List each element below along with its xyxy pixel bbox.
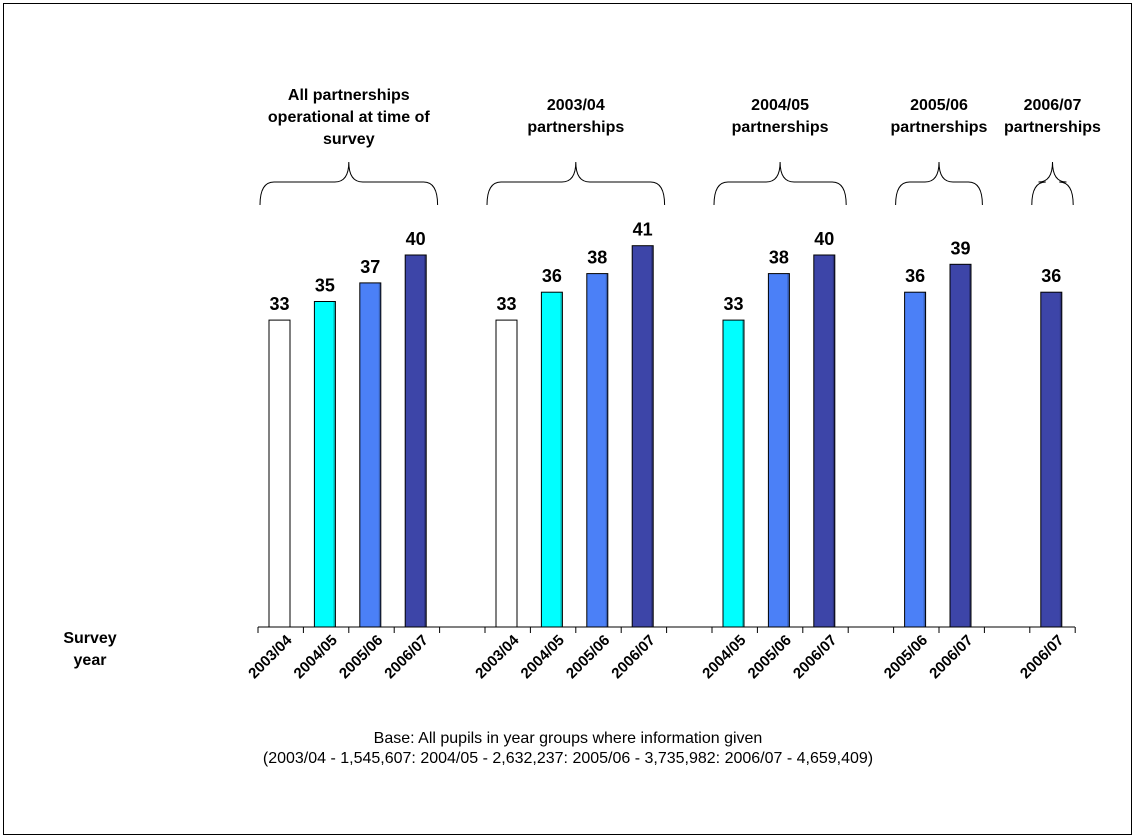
data-label: 35 bbox=[315, 276, 335, 296]
bar-1-2004-05 bbox=[313, 301, 336, 628]
group-brace-4 bbox=[895, 161, 983, 206]
bar-shadow bbox=[832, 255, 835, 627]
data-label: 33 bbox=[269, 294, 289, 314]
x-tick-label: 2004/05 bbox=[291, 632, 341, 682]
group-brace-3 bbox=[713, 161, 847, 206]
bar-shadow bbox=[923, 292, 926, 627]
group-header-1-line-3: survey bbox=[323, 131, 375, 148]
base-note-line-1: Base: All pupils in year groups where in… bbox=[373, 730, 763, 747]
bar-1-2006-07 bbox=[404, 254, 427, 628]
bar-2-2003-04 bbox=[495, 319, 518, 628]
data-label: 41 bbox=[633, 220, 653, 240]
bar-shadow bbox=[1059, 292, 1062, 627]
group-header-5-line-1: 2006/07 bbox=[1024, 97, 1082, 114]
bar-2-2006-07 bbox=[631, 245, 654, 628]
group-header-3-line-2: partnerships bbox=[732, 119, 829, 136]
bar-shadow bbox=[424, 255, 427, 627]
data-label: 40 bbox=[406, 229, 426, 249]
bar-shadow bbox=[969, 264, 971, 627]
bar-shadow bbox=[560, 292, 563, 627]
bar-2-2005-06 bbox=[586, 273, 609, 628]
data-label: 37 bbox=[360, 257, 380, 277]
group-header-3-line-1: 2004/05 bbox=[751, 97, 809, 114]
data-label: 39 bbox=[950, 238, 970, 258]
bar-2-2004-05 bbox=[540, 291, 563, 628]
bar-shadow bbox=[787, 273, 790, 627]
group-brace-1 bbox=[259, 161, 439, 206]
group-header-4-line-2: partnerships bbox=[891, 119, 988, 136]
x-tick-label: 2004/05 bbox=[518, 632, 568, 682]
data-label: 36 bbox=[1041, 266, 1061, 286]
chart-frame bbox=[3, 3, 1132, 835]
bar-1-2005-06 bbox=[359, 282, 382, 628]
bar-shadow bbox=[651, 245, 654, 627]
bar-shadow bbox=[742, 320, 744, 627]
x-tick-label: 2006/07 bbox=[381, 632, 431, 682]
data-label: 36 bbox=[542, 266, 562, 286]
bar-shadow bbox=[333, 301, 336, 627]
x-tick-label: 2003/04 bbox=[472, 631, 523, 682]
x-tick-label: 2004/05 bbox=[699, 632, 749, 682]
x-tick-label: 2006/07 bbox=[790, 632, 840, 682]
group-header-4-line-1: 2005/06 bbox=[910, 97, 968, 114]
data-label: 33 bbox=[496, 294, 516, 314]
bar-3-2005-06 bbox=[767, 273, 790, 628]
x-tick-label: 2006/07 bbox=[1017, 632, 1067, 682]
bar-3-2004-05 bbox=[722, 319, 745, 628]
bar-3-2006-07 bbox=[813, 254, 836, 628]
data-label: 36 bbox=[905, 266, 925, 286]
x-tick-label: 2005/06 bbox=[745, 632, 795, 682]
x-tick-label: 2006/07 bbox=[926, 632, 976, 682]
x-tick-label: 2006/07 bbox=[608, 632, 658, 682]
x-tick-label: 2003/04 bbox=[245, 631, 296, 682]
bar-4-2006-07 bbox=[949, 263, 972, 628]
x-tick-label: 2005/06 bbox=[563, 632, 613, 682]
group-brace-5 bbox=[1031, 161, 1074, 206]
data-label: 38 bbox=[769, 248, 789, 268]
data-label: 33 bbox=[723, 294, 743, 314]
bar-4-2005-06 bbox=[904, 291, 927, 628]
group-header-2-line-1: 2003/04 bbox=[547, 97, 605, 114]
data-label: 40 bbox=[814, 229, 834, 249]
group-header-2-line-2: partnerships bbox=[527, 119, 624, 136]
x-tick-label: 2005/06 bbox=[336, 632, 386, 682]
data-label: 38 bbox=[587, 248, 607, 268]
group-header-1-line-1: All partnerships bbox=[288, 87, 410, 104]
bar-1-2003-04 bbox=[268, 319, 291, 628]
bar-shadow bbox=[378, 282, 381, 627]
bar-5-2006-07 bbox=[1040, 291, 1063, 628]
x-axis-title-line-1: Survey bbox=[63, 630, 116, 647]
group-header-1-line-2: operational at time of bbox=[268, 109, 430, 126]
bar-shadow bbox=[605, 273, 608, 627]
x-axis-title-line-2: year bbox=[74, 652, 107, 669]
base-note-line-2: (2003/04 - 1,545,607: 2004/05 - 2,632,23… bbox=[262, 750, 874, 767]
group-brace-2 bbox=[486, 161, 666, 206]
x-tick-label: 2005/06 bbox=[881, 632, 931, 682]
group-header-5-line-2: partnerships bbox=[1004, 119, 1101, 136]
